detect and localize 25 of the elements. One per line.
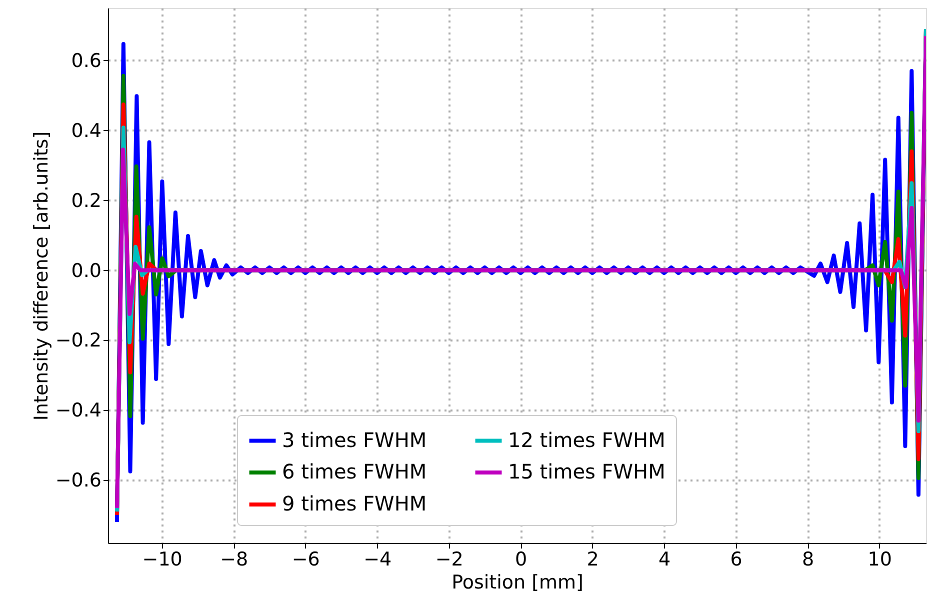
x-tick-label: −10: [142, 548, 182, 570]
y-tick-label: 0.4: [71, 120, 102, 142]
y-tick-label: −0.2: [55, 330, 102, 352]
y-axis-title: Intensity difference [arb.units]: [30, 131, 52, 421]
y-tick-label: −0.4: [55, 400, 102, 422]
y-tick-label: 0.0: [71, 260, 102, 282]
legend-label: 15 times FWHM: [508, 460, 666, 484]
y-tick-label: 0.6: [71, 50, 102, 72]
x-tick-label: −6: [292, 548, 320, 570]
x-tick-label: 8: [802, 548, 814, 570]
y-tick-label: 0.2: [71, 190, 102, 212]
x-tick-label: 10: [868, 548, 892, 570]
x-tick-label: −4: [364, 548, 392, 570]
legend-label: 12 times FWHM: [508, 428, 666, 452]
y-tick-label: −0.6: [55, 470, 102, 492]
x-tick-label: −8: [220, 548, 248, 570]
x-tick-label: 0: [515, 548, 528, 570]
legend-label: 3 times FWHM: [282, 428, 427, 452]
legend-label: 9 times FWHM: [282, 492, 427, 516]
x-tick-label: 4: [658, 548, 671, 570]
x-axis-title: Position [mm]: [452, 572, 584, 594]
x-tick-label: 6: [730, 548, 742, 570]
x-tick-label: −2: [435, 548, 464, 570]
legend-label: 6 times FWHM: [282, 460, 427, 484]
x-tick-label: 2: [586, 548, 599, 570]
